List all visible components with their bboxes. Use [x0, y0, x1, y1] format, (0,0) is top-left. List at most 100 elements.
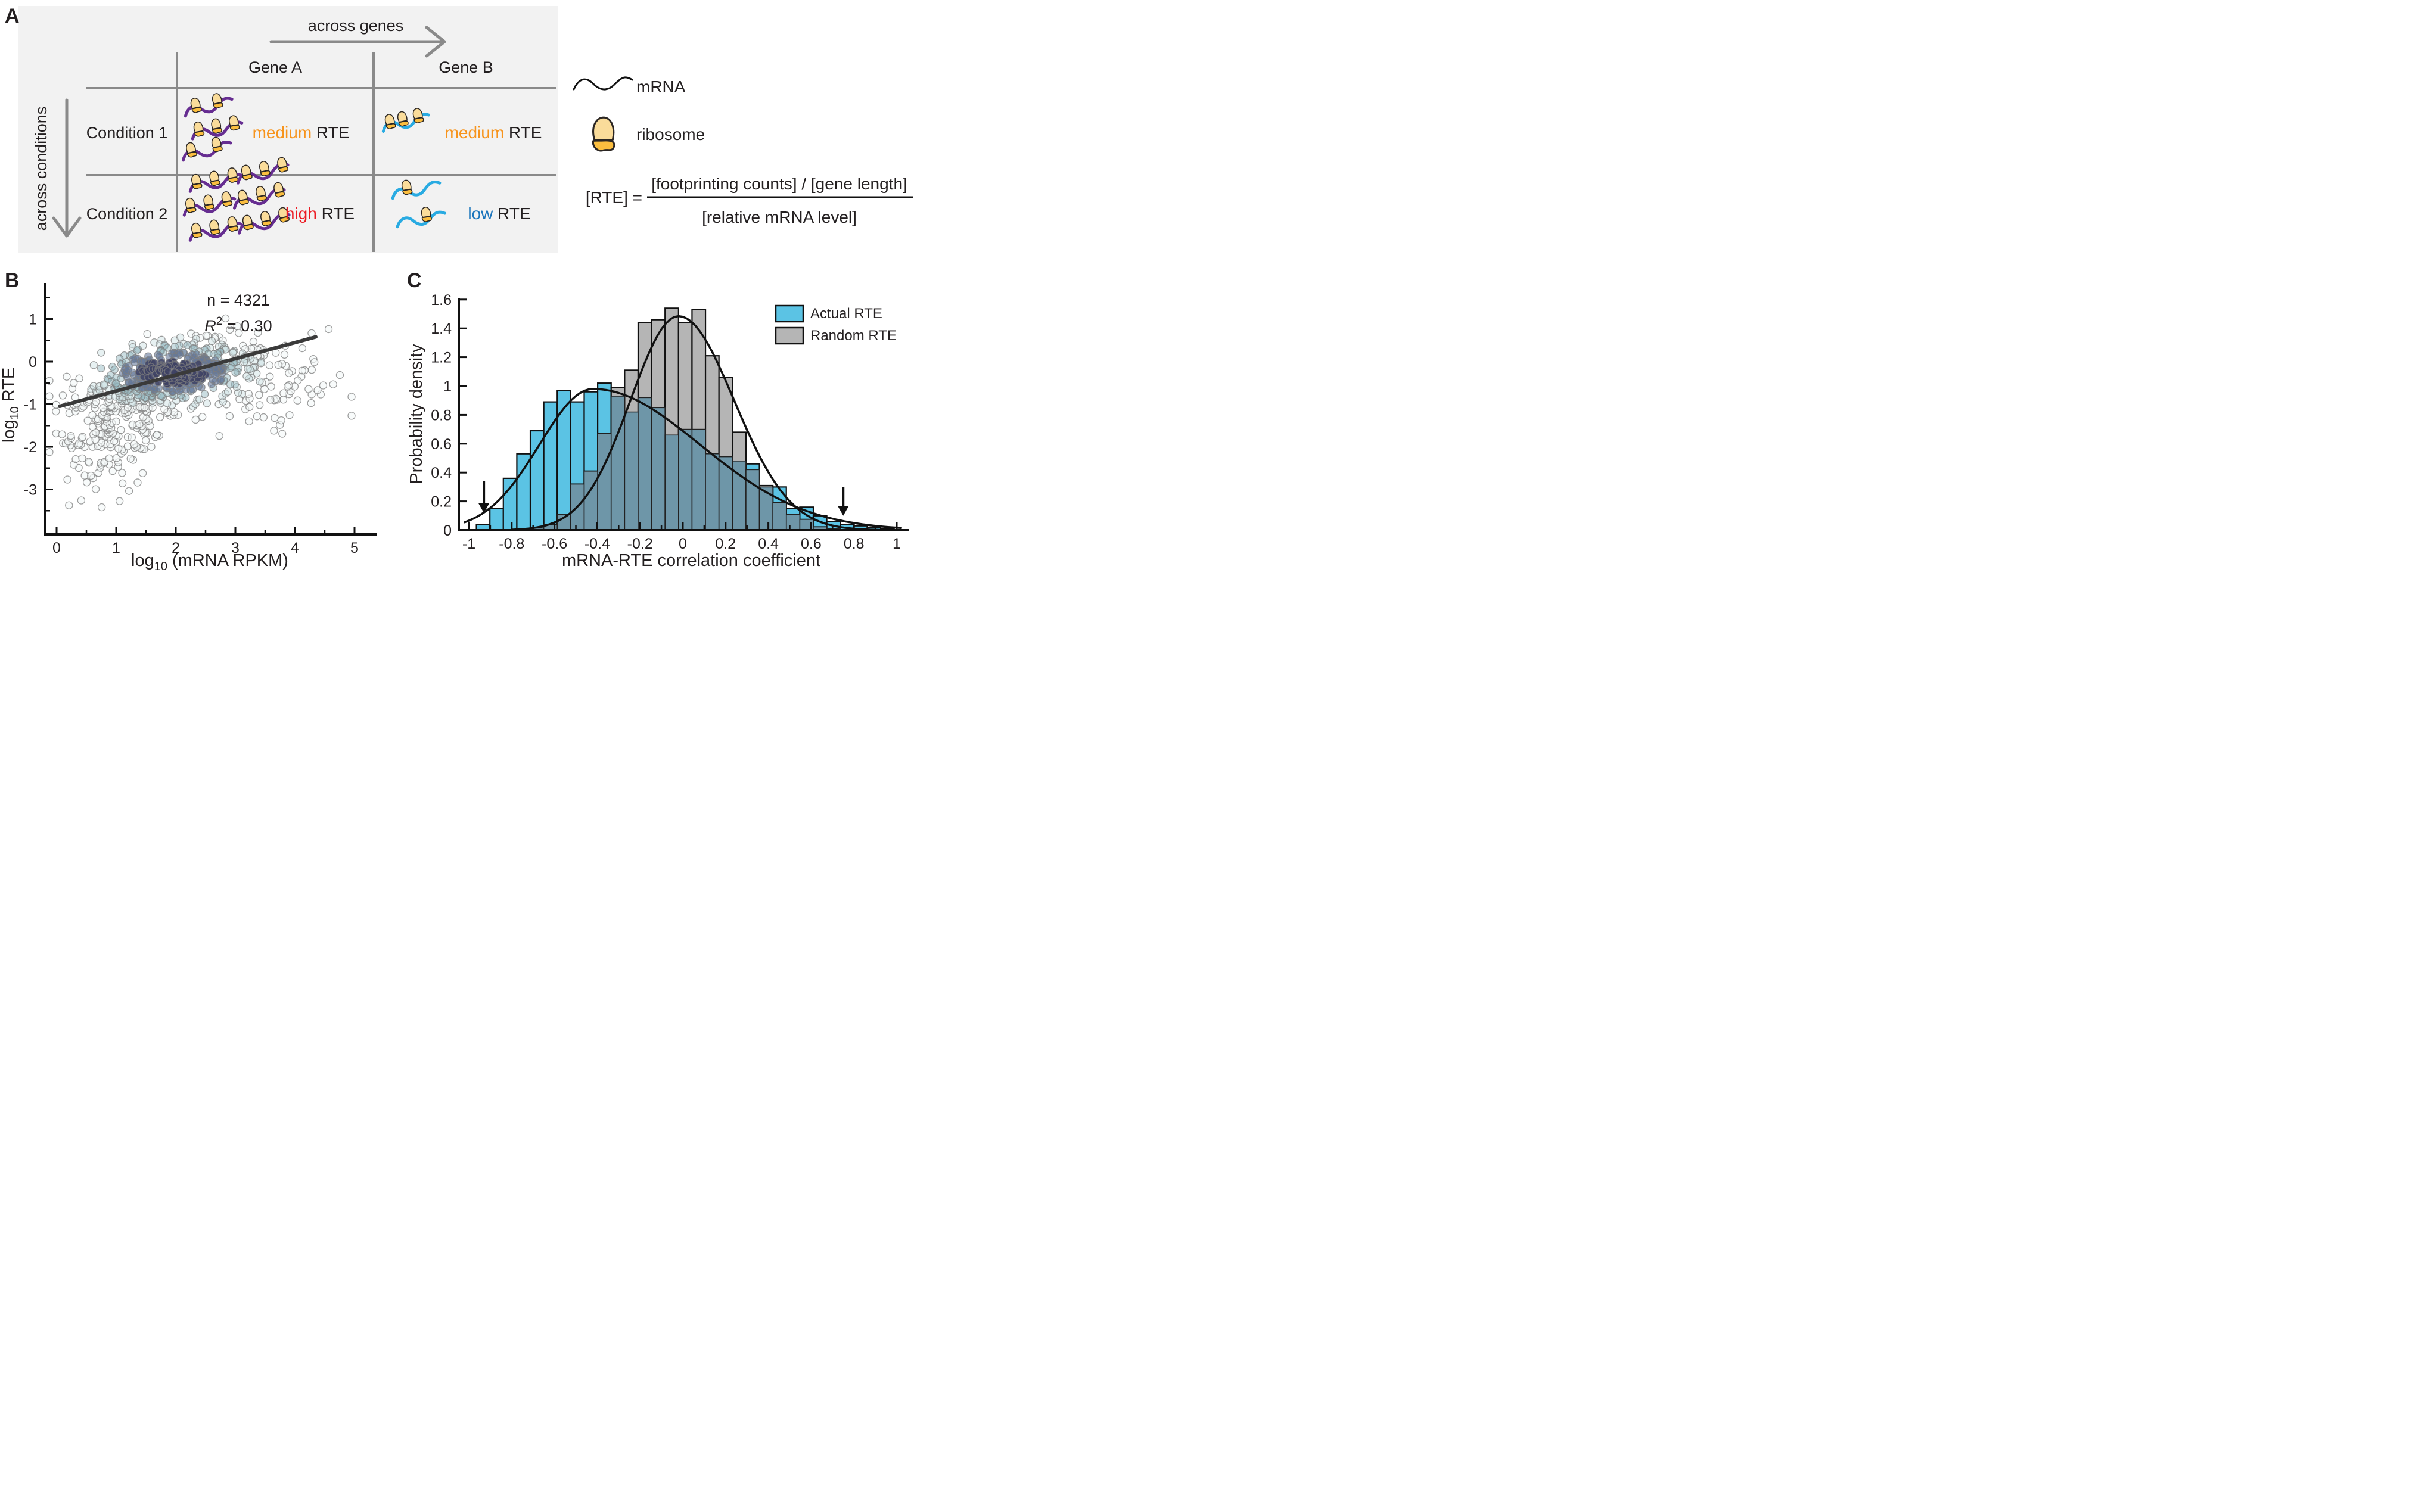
b-x-tick-label: 1	[112, 540, 120, 556]
ribosome-large-subunit	[193, 121, 204, 133]
scatter-point	[260, 385, 269, 393]
across-conditions-label: across conditions	[32, 107, 50, 231]
across-conditions-arrowhead-icon	[52, 216, 82, 238]
b-x-axis-label: log10 (mRNA RPKM)	[131, 551, 288, 573]
scatter-point	[97, 349, 105, 357]
mrna-strand	[396, 210, 447, 229]
mrna-icon	[396, 207, 447, 229]
ribosome-small-subunit	[421, 216, 432, 222]
ribosome-icon	[212, 93, 223, 108]
scatter-point	[313, 386, 322, 394]
c-x-tick-label: 0.4	[758, 536, 779, 552]
c-x-tick-label: -0.6	[542, 536, 567, 552]
ribosome-small-subunit	[402, 189, 413, 195]
r2-symbol: R	[204, 317, 216, 335]
scatter-point	[293, 396, 301, 405]
rte-word-0: medium	[253, 123, 312, 142]
gene-a-header: Gene A	[248, 58, 302, 76]
ribosome-large-subunit	[401, 179, 412, 191]
ribosome-large-subunit	[211, 136, 222, 148]
scatter-point	[253, 412, 261, 421]
ribosome-small-subunit	[222, 201, 233, 207]
scatter-point	[283, 382, 292, 391]
scatter-point	[89, 361, 98, 369]
scatter-point	[208, 337, 216, 346]
histogram-bar-overlap	[705, 453, 720, 531]
ribosome-icon	[227, 216, 239, 232]
density-curve	[511, 315, 885, 531]
c-y-tick-label: 1.4	[431, 321, 452, 337]
scatter-point	[100, 380, 108, 388]
histogram-bar-overlap	[638, 397, 652, 531]
scatter-point	[77, 496, 86, 505]
scatter-point	[125, 487, 133, 495]
ribosome-icon	[221, 191, 233, 207]
scatter-point	[65, 501, 73, 509]
b-x-tick-label: 4	[291, 540, 299, 556]
mrna-icon	[381, 108, 430, 133]
scatter-point	[226, 325, 234, 334]
histogram-bar-overlap	[597, 433, 612, 531]
b-y-tick-label: 1	[29, 312, 37, 328]
legend-swatch-actual	[775, 304, 804, 323]
b-x-tick-label: 3	[231, 540, 240, 556]
ribosome-large-subunit	[227, 167, 238, 179]
ribosome-icon	[186, 142, 197, 158]
ribosome-icon	[241, 164, 253, 181]
scatter-point	[278, 430, 287, 438]
mrna-icon	[181, 136, 232, 162]
ribosome-small-subunit	[186, 207, 197, 213]
scatter-point	[191, 415, 200, 424]
ribosome-icon	[211, 136, 223, 153]
scatter-point	[163, 399, 172, 407]
scatter-point	[231, 368, 240, 377]
ribosome-large-subunit	[237, 189, 248, 201]
density-curve	[464, 388, 902, 530]
ribosome-large-subunit	[241, 164, 251, 176]
histogram-bar-actual	[556, 390, 571, 531]
regression-line	[58, 335, 318, 409]
scatter-point	[294, 376, 302, 385]
scatter-point	[265, 361, 274, 369]
formula-numerator: [footprinting counts] / [gene length]	[651, 175, 907, 193]
scatter-point	[138, 469, 147, 477]
histogram-bar-overlap	[651, 407, 666, 531]
ribosome-large-subunit	[212, 93, 222, 105]
ribosome-icon	[277, 157, 288, 173]
scatter-point	[307, 365, 316, 374]
scatter-point	[225, 412, 234, 421]
c-x-tick-label: -0.8	[499, 536, 524, 552]
rte-suffix-2: RTE	[317, 204, 355, 223]
rte-suffix-1: RTE	[504, 123, 542, 142]
scatter-point	[259, 413, 268, 422]
ribosome-icon	[397, 111, 409, 127]
c-x-tick-label: 0	[679, 536, 687, 552]
formula-denominator: [relative mRNA level]	[702, 208, 857, 226]
ribosome-small-subunit	[242, 174, 253, 181]
cell-rte-label-3: low RTE	[468, 204, 530, 223]
ribosome-large-subunit	[242, 214, 253, 226]
ribosome-small-subunit	[398, 120, 409, 127]
scatter-point	[67, 431, 75, 440]
r2-annotation: R2 = 0.30	[204, 315, 272, 335]
c-y-tick-label: 0.2	[431, 494, 452, 511]
scatter-point	[203, 399, 212, 407]
ribosome-icon	[384, 114, 396, 129]
across-genes-arrowhead-icon	[425, 26, 446, 58]
scatter-point	[244, 365, 252, 373]
scatter-point	[126, 455, 135, 463]
scatter-point	[88, 411, 97, 419]
scatter-point	[235, 329, 243, 337]
ribosome-large-subunit	[256, 186, 266, 197]
ribosome-small-subunit	[413, 117, 424, 123]
ribosome-small-subunit	[238, 199, 249, 206]
scatter-point	[256, 377, 264, 386]
ribosome-large-subunit	[211, 118, 222, 130]
r2-value: = 0.30	[222, 317, 272, 335]
scatter-point	[277, 416, 285, 425]
ribosome-large-subunit	[260, 211, 271, 222]
c-y-tick-label: 0.6	[431, 436, 452, 453]
ribosome-large-subunit	[277, 157, 288, 169]
c-y-tick-label: 1	[443, 378, 452, 395]
mrna-strand	[391, 181, 442, 200]
